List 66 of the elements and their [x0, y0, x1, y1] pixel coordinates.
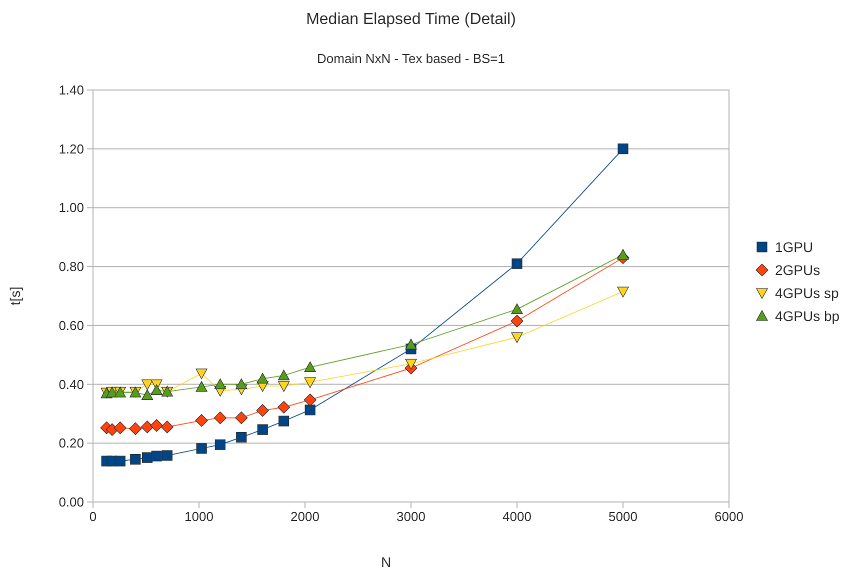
- point: [196, 443, 207, 454]
- point: [214, 378, 226, 390]
- point: [617, 249, 629, 260]
- point: [405, 338, 417, 350]
- point: [214, 439, 226, 450]
- point: [141, 379, 154, 390]
- point: [214, 412, 226, 424]
- point: [304, 361, 316, 372]
- point: [256, 372, 268, 384]
- point: [141, 389, 154, 400]
- point: [304, 394, 316, 406]
- y-tick-label: 0.00: [58, 494, 84, 510]
- point: [130, 454, 141, 465]
- point: [278, 370, 290, 380]
- y-axis-title: t[s]: [7, 286, 23, 306]
- point: [114, 456, 126, 466]
- point: [236, 378, 248, 390]
- y-tick-label: 1.20: [58, 141, 84, 156]
- chart-title: Median Elapsed Time (Detail): [306, 11, 516, 28]
- x-tick-label: 2000: [290, 509, 320, 524]
- point: [256, 404, 269, 417]
- point: [512, 258, 522, 269]
- y-tick-label: 0.80: [58, 259, 84, 274]
- point: [304, 377, 316, 388]
- legend-label: 2GPUs: [775, 262, 820, 278]
- point: [510, 314, 524, 328]
- point: [196, 368, 208, 380]
- point: [129, 422, 142, 436]
- point: [257, 424, 268, 435]
- legend-label: 4GPUs sp: [775, 285, 840, 301]
- point: [114, 422, 126, 434]
- point: [162, 450, 172, 461]
- point: [142, 452, 153, 463]
- point: [278, 381, 290, 392]
- x-tick-label: 0: [89, 509, 97, 524]
- point: [236, 432, 247, 443]
- point: [140, 420, 154, 434]
- point: [618, 144, 628, 154]
- y-tick-label: 1.40: [58, 82, 84, 98]
- y-tick-label: 0.60: [58, 318, 84, 333]
- point: [150, 419, 163, 432]
- point: [150, 384, 162, 395]
- point: [617, 286, 629, 298]
- point: [405, 358, 417, 370]
- point: [235, 412, 248, 424]
- point: [278, 416, 290, 426]
- x-tick-label: 5000: [608, 509, 638, 524]
- x-tick-label: 3000: [396, 509, 426, 524]
- legend-label: 4GPUs bp: [775, 308, 840, 324]
- point: [196, 381, 208, 392]
- x-tick-label: 1000: [184, 509, 214, 524]
- legend-label: 1GPU: [775, 239, 814, 255]
- x-axis-title: N: [380, 554, 392, 570]
- x-tick-label: 4000: [502, 509, 532, 524]
- point: [511, 303, 523, 314]
- point: [151, 450, 162, 462]
- y-tick-label: 0.40: [58, 376, 84, 392]
- x-tick-label: 6000: [714, 509, 744, 524]
- y-tick-label: 1.00: [58, 200, 84, 216]
- chart-subtitle: Domain NxN - Tex based - BS=1: [317, 51, 505, 66]
- point: [304, 404, 316, 416]
- point: [195, 414, 208, 427]
- point: [278, 400, 290, 414]
- point: [511, 332, 523, 343]
- y-tick-label: 0.20: [58, 436, 84, 451]
- point: [160, 420, 174, 434]
